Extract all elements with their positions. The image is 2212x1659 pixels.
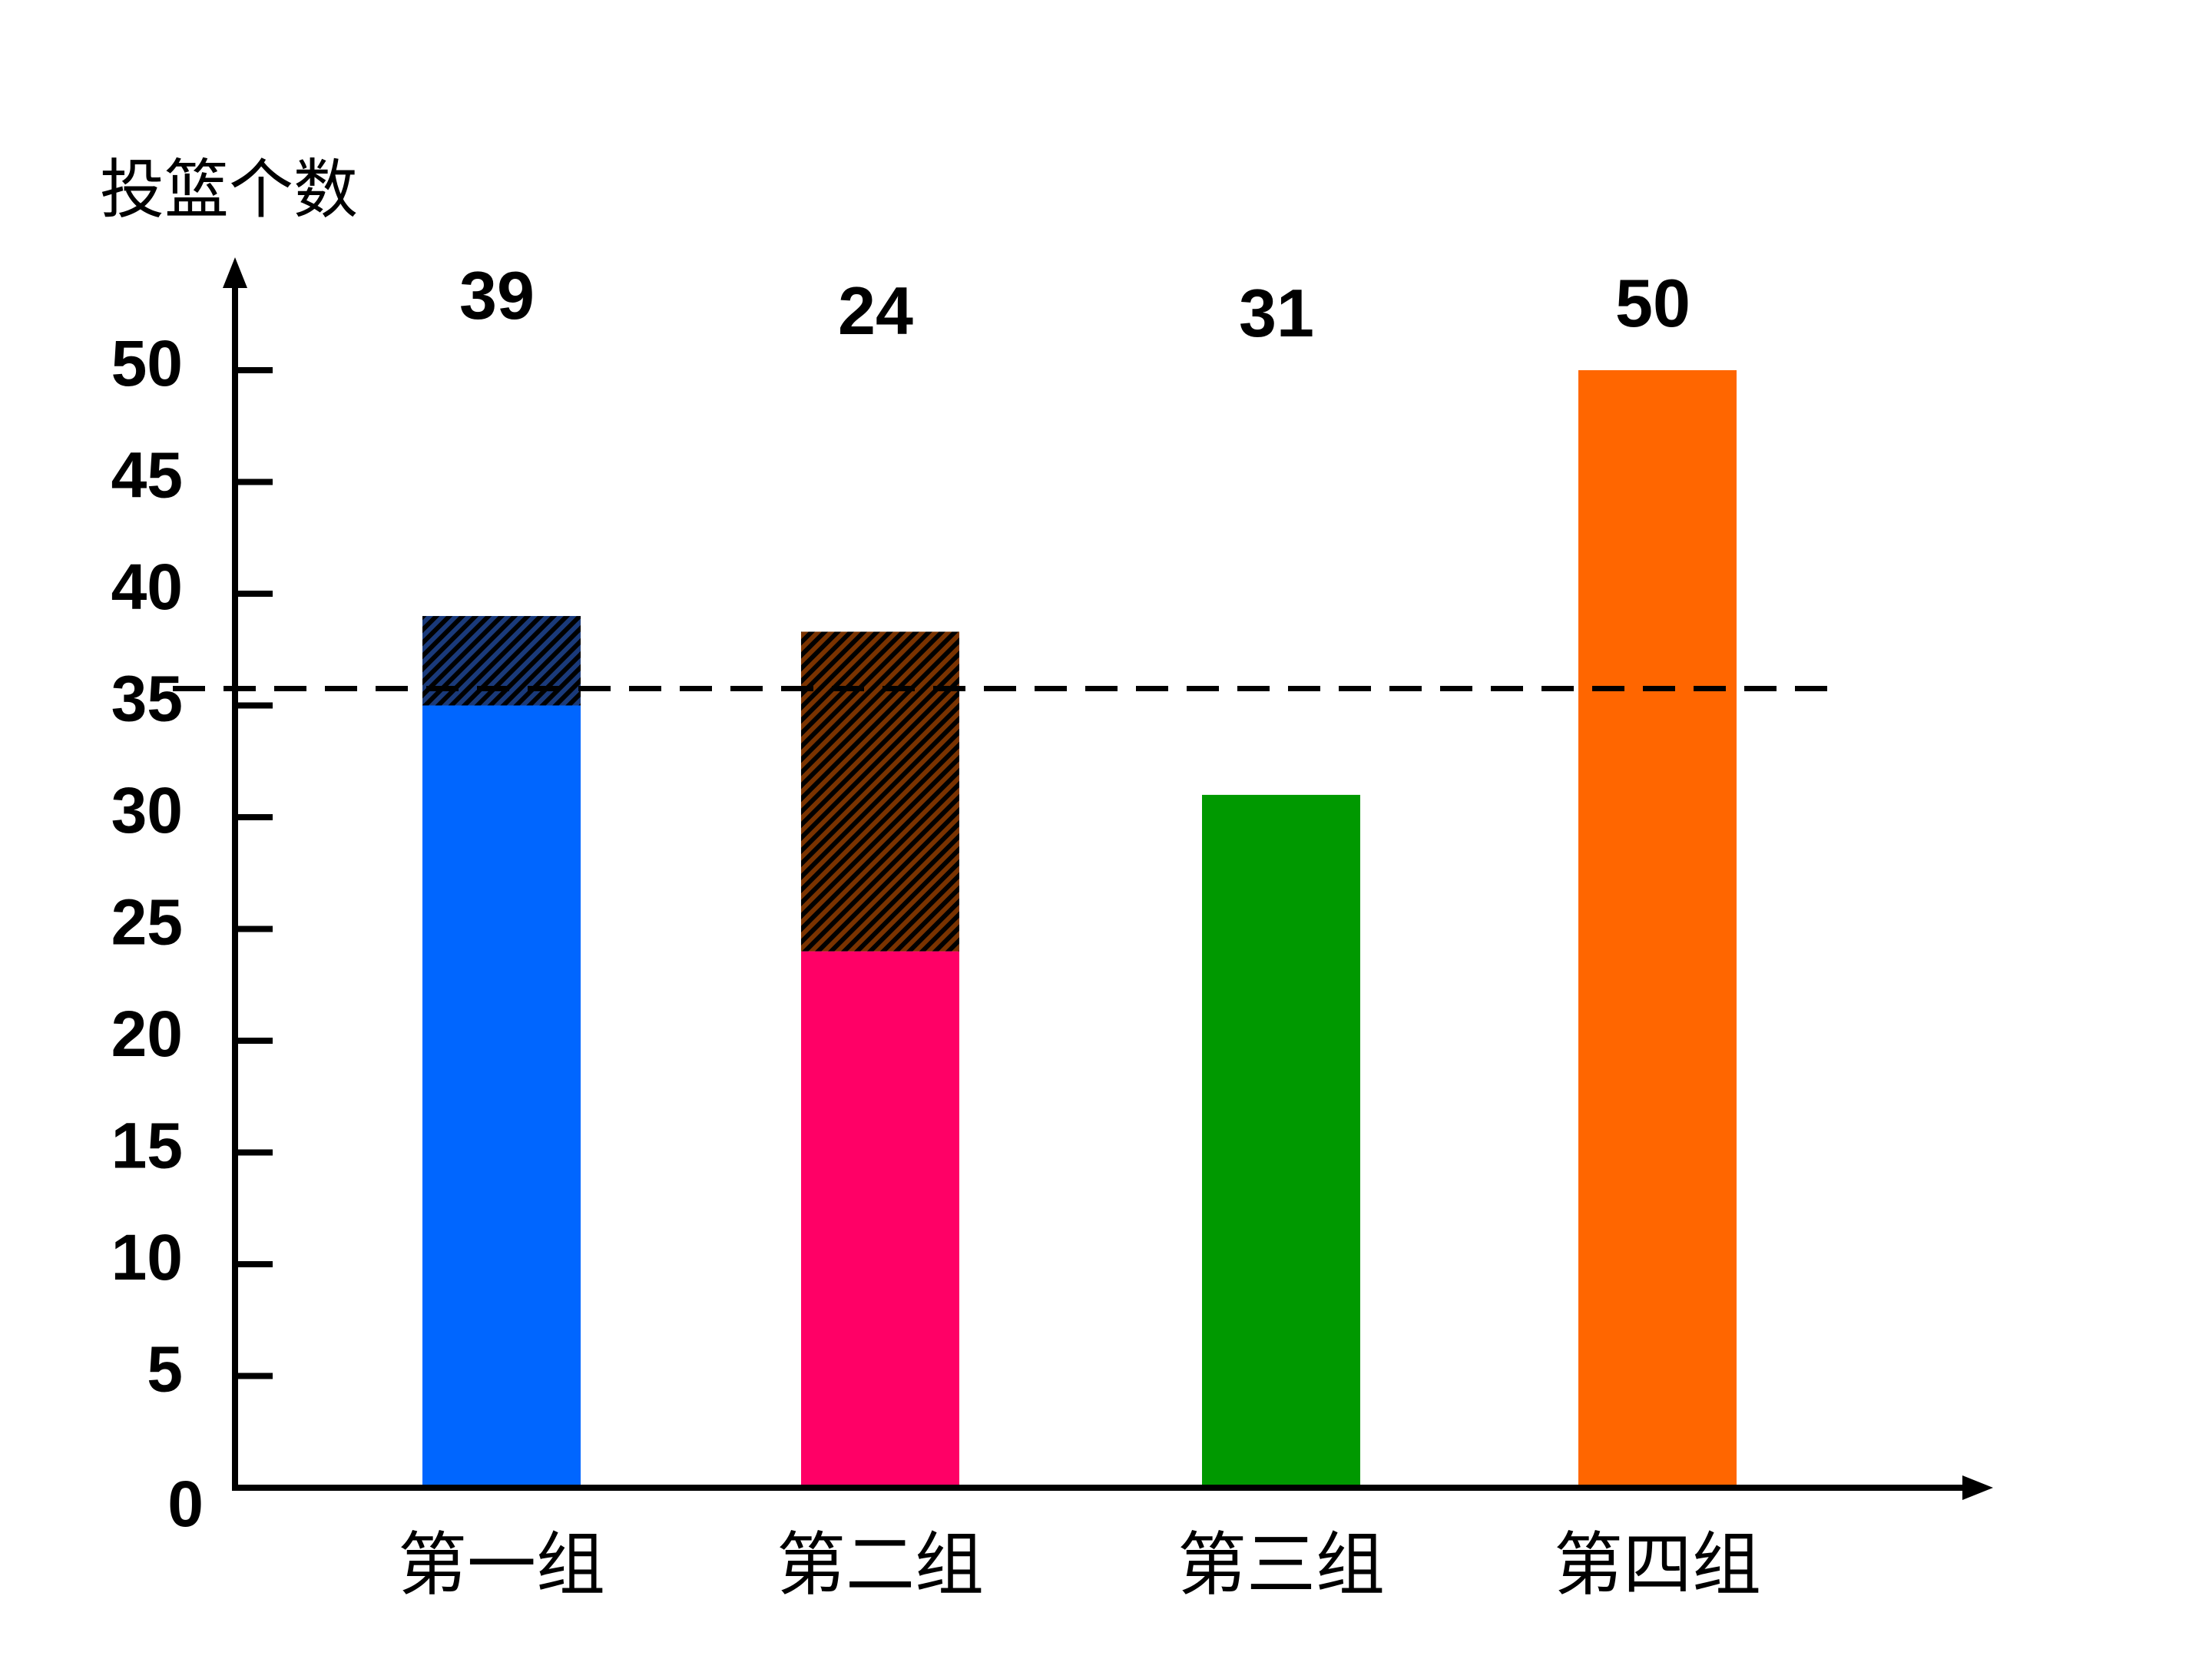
- bar-3: [1202, 794, 1360, 1488]
- y-tick-label-0: 0: [167, 1468, 204, 1540]
- y-tick-label-30: 30: [111, 774, 183, 846]
- y-ticks: 0 5 10 15 20 25 30 35 40 45 50: [111, 327, 273, 1540]
- value-label-4: 50: [1615, 265, 1690, 341]
- x-axis-arrow: [1962, 1475, 1993, 1500]
- value-label-2: 24: [838, 273, 913, 349]
- hatched-segment-1: [422, 616, 581, 706]
- bars: [422, 370, 1737, 1488]
- y-tick-label-35: 35: [111, 663, 183, 735]
- y-tick-label-15: 15: [111, 1110, 183, 1182]
- bar-1: [422, 616, 581, 1488]
- y-tick-label-45: 45: [111, 439, 183, 512]
- y-tick-label-25: 25: [111, 886, 183, 959]
- bar-2: [801, 951, 959, 1488]
- category-label-4: 第四组: [1554, 1525, 1761, 1605]
- value-label-3: 31: [1239, 275, 1314, 351]
- y-axis-label: 投篮个数: [100, 152, 358, 227]
- hatched-segment-2: [801, 631, 959, 952]
- y-tick-label-40: 40: [111, 551, 183, 623]
- category-label-2: 第二组: [777, 1525, 984, 1605]
- y-tick-label-5: 5: [147, 1333, 183, 1406]
- bar-4: [1578, 370, 1737, 1488]
- labels: 第一组 39 第二组 24 第三组 31 第四组 50: [398, 257, 1761, 1605]
- category-label-3: 第三组: [1177, 1525, 1385, 1605]
- value-label-1: 39: [459, 257, 535, 333]
- y-tick-label-50: 50: [111, 327, 183, 399]
- y-tick-label-20: 20: [111, 998, 183, 1070]
- y-axis-arrow: [223, 257, 247, 288]
- y-tick-label-10: 10: [111, 1221, 183, 1293]
- category-label-1: 第一组: [398, 1525, 605, 1605]
